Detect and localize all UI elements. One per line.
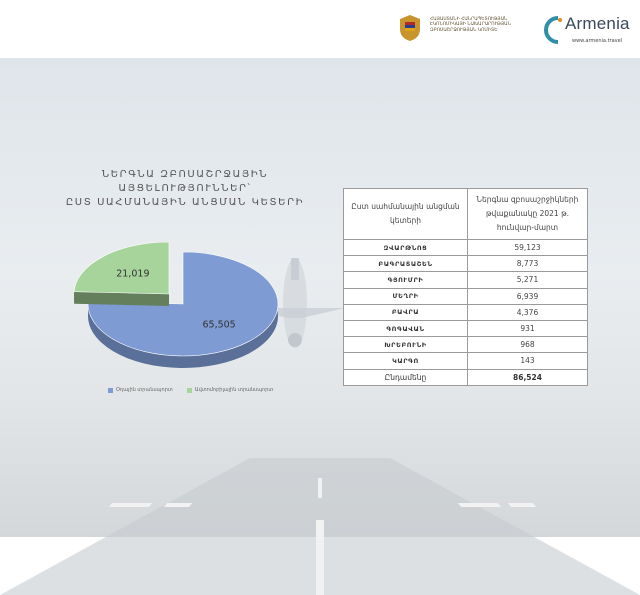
- table-row: ԲԱՎՐԱ 4,376: [343, 303, 588, 321]
- chart-legend: Օդային տրանսպորտ Ավտոմոբիլային տրանսպորտ: [108, 387, 273, 393]
- crossing-name: ԲԱՎՐԱ: [343, 303, 468, 321]
- legend-item: Ավտոմոբիլային տրանսպորտ: [186, 387, 274, 393]
- ministry-name: ՀԱՅԱՍՏԱՆԻ ՀԱՆՐԱՊԵՏՈՒԹՅԱՆ ԷԿՈՆՈՄԻԿԱՅԻ ՆԱԽ…: [430, 17, 511, 33]
- visitor-count: 143: [467, 352, 588, 370]
- crossing-name: ԽՐԵԲՈՒՆԻ: [343, 336, 468, 354]
- pie-chart: 65,505 21,019: [73, 241, 279, 368]
- table-row: ԳՈԳԱՎԱՆ 931: [343, 319, 588, 338]
- ministry-line: ԶԲՈՍԱՇՐՋՈՒԹՅԱՆ ԿՈՄԻՏԵ: [430, 27, 498, 33]
- visitor-count: 5,271: [467, 271, 588, 289]
- brand-url: www.armenia.travel: [572, 38, 623, 44]
- legend-item: Օդային տրանսպորտ: [108, 387, 173, 393]
- table-row: ԳՅՈՒՄՐԻ 5,271: [343, 271, 588, 289]
- table-row: ԿԱՐԳՈ 143: [343, 352, 588, 370]
- chart-title-line: ԸՍՏ ՍԱՀՄԱՆԱՅԻՆ ԱՆՑՄԱՆ ԿԵՏԵՐԻ: [65, 197, 305, 208]
- visitor-count: 968: [467, 336, 588, 354]
- border-crossings-table: Ըստ սահմանային անցման կետերի Ներգնա զբոս…: [343, 188, 588, 386]
- chart-title: ՆԵՐԳՆԱ ԶԲՈՍԱՇՐՋԱՅԻՆ ԱՅՑԵԼՈՒԹՅՈՒՆՆԵՐ՝ ԸՍՏ…: [40, 168, 330, 210]
- header-bar: [0, 0, 640, 58]
- pie-slice-wall: [74, 291, 169, 306]
- pie-slice-road: [73, 241, 170, 295]
- table-row: ԽՐԵԲՈՒՆԻ 968: [343, 336, 588, 354]
- table-row: ԲԱԳՐԱՏԱՇԵՆ 8,773: [343, 255, 588, 273]
- visitor-count: 4,376: [467, 303, 588, 321]
- table-row: ԶՎԱՐԹՆՈՑ 59,123: [343, 238, 588, 257]
- crossing-name: ԿԱՐԳՈ: [343, 352, 468, 370]
- crossing-name: ԲԱԳՐԱՏԱՇԵՆ: [343, 255, 468, 273]
- brand-logo-text: Armenia: [565, 14, 630, 33]
- visitor-count: 6,939: [467, 287, 588, 305]
- crossing-name: ՄԵՂՐԻ: [343, 287, 468, 305]
- data-label: 65,505: [202, 320, 235, 331]
- crossing-name: ԳՅՈՒՄՐԻ: [343, 271, 468, 289]
- table-header-count: Ներգնա զբոսաշրջիկների թվաքանակը 2021 թ. …: [467, 188, 588, 240]
- armenia-coat-of-arms-icon: [400, 15, 420, 41]
- legend-swatch: [186, 387, 192, 393]
- table-header-row: Ըստ սահմանային անցման կետերի Ներգնա զբոս…: [343, 188, 588, 240]
- legend-label: Օդային տրանսպորտ: [116, 387, 173, 393]
- visitor-count: 931: [467, 319, 588, 338]
- table-row: ՄԵՂՐԻ 6,939: [343, 287, 588, 305]
- crossing-name: ԳՈԳԱՎԱՆ: [343, 319, 468, 338]
- visitor-count: 59,123: [467, 238, 588, 257]
- total-label: Ընդամենը: [343, 368, 468, 386]
- crossing-name: ԶՎԱՐԹՆՈՑ: [343, 238, 468, 257]
- table-total-row: Ընդամենը 86,524: [343, 368, 588, 386]
- ministry-line: ԷԿՈՆՈՄԻԿԱՅԻ ՆԱԽԱՐԱՐՈՒԹՅԱՆ: [430, 22, 511, 28]
- ministry-line: ՀԱՅԱՍՏԱՆԻ ՀԱՆՐԱՊԵՏՈՒԹՅԱՆ: [430, 17, 508, 22]
- runway-illustration: [0, 458, 640, 595]
- armenia-travel-logo-icon: [544, 16, 562, 44]
- chart-title-line: ՆԵՐԳՆԱ ԶԲՈՍԱՇՐՋԱՅԻՆ ԱՅՑԵԼՈՒԹՅՈՒՆՆԵՐ՝: [101, 169, 269, 194]
- legend-swatch: [108, 387, 113, 393]
- pie-slice-air: [87, 251, 279, 357]
- legend-label: Ավտոմոբիլային տրանսպորտ: [194, 387, 274, 393]
- total-value: 86,524: [467, 368, 588, 386]
- visitor-count: 8,773: [467, 255, 588, 273]
- data-label: 21,019: [116, 268, 149, 279]
- table-header-place: Ըստ սահմանային անցման կետերի: [343, 188, 468, 240]
